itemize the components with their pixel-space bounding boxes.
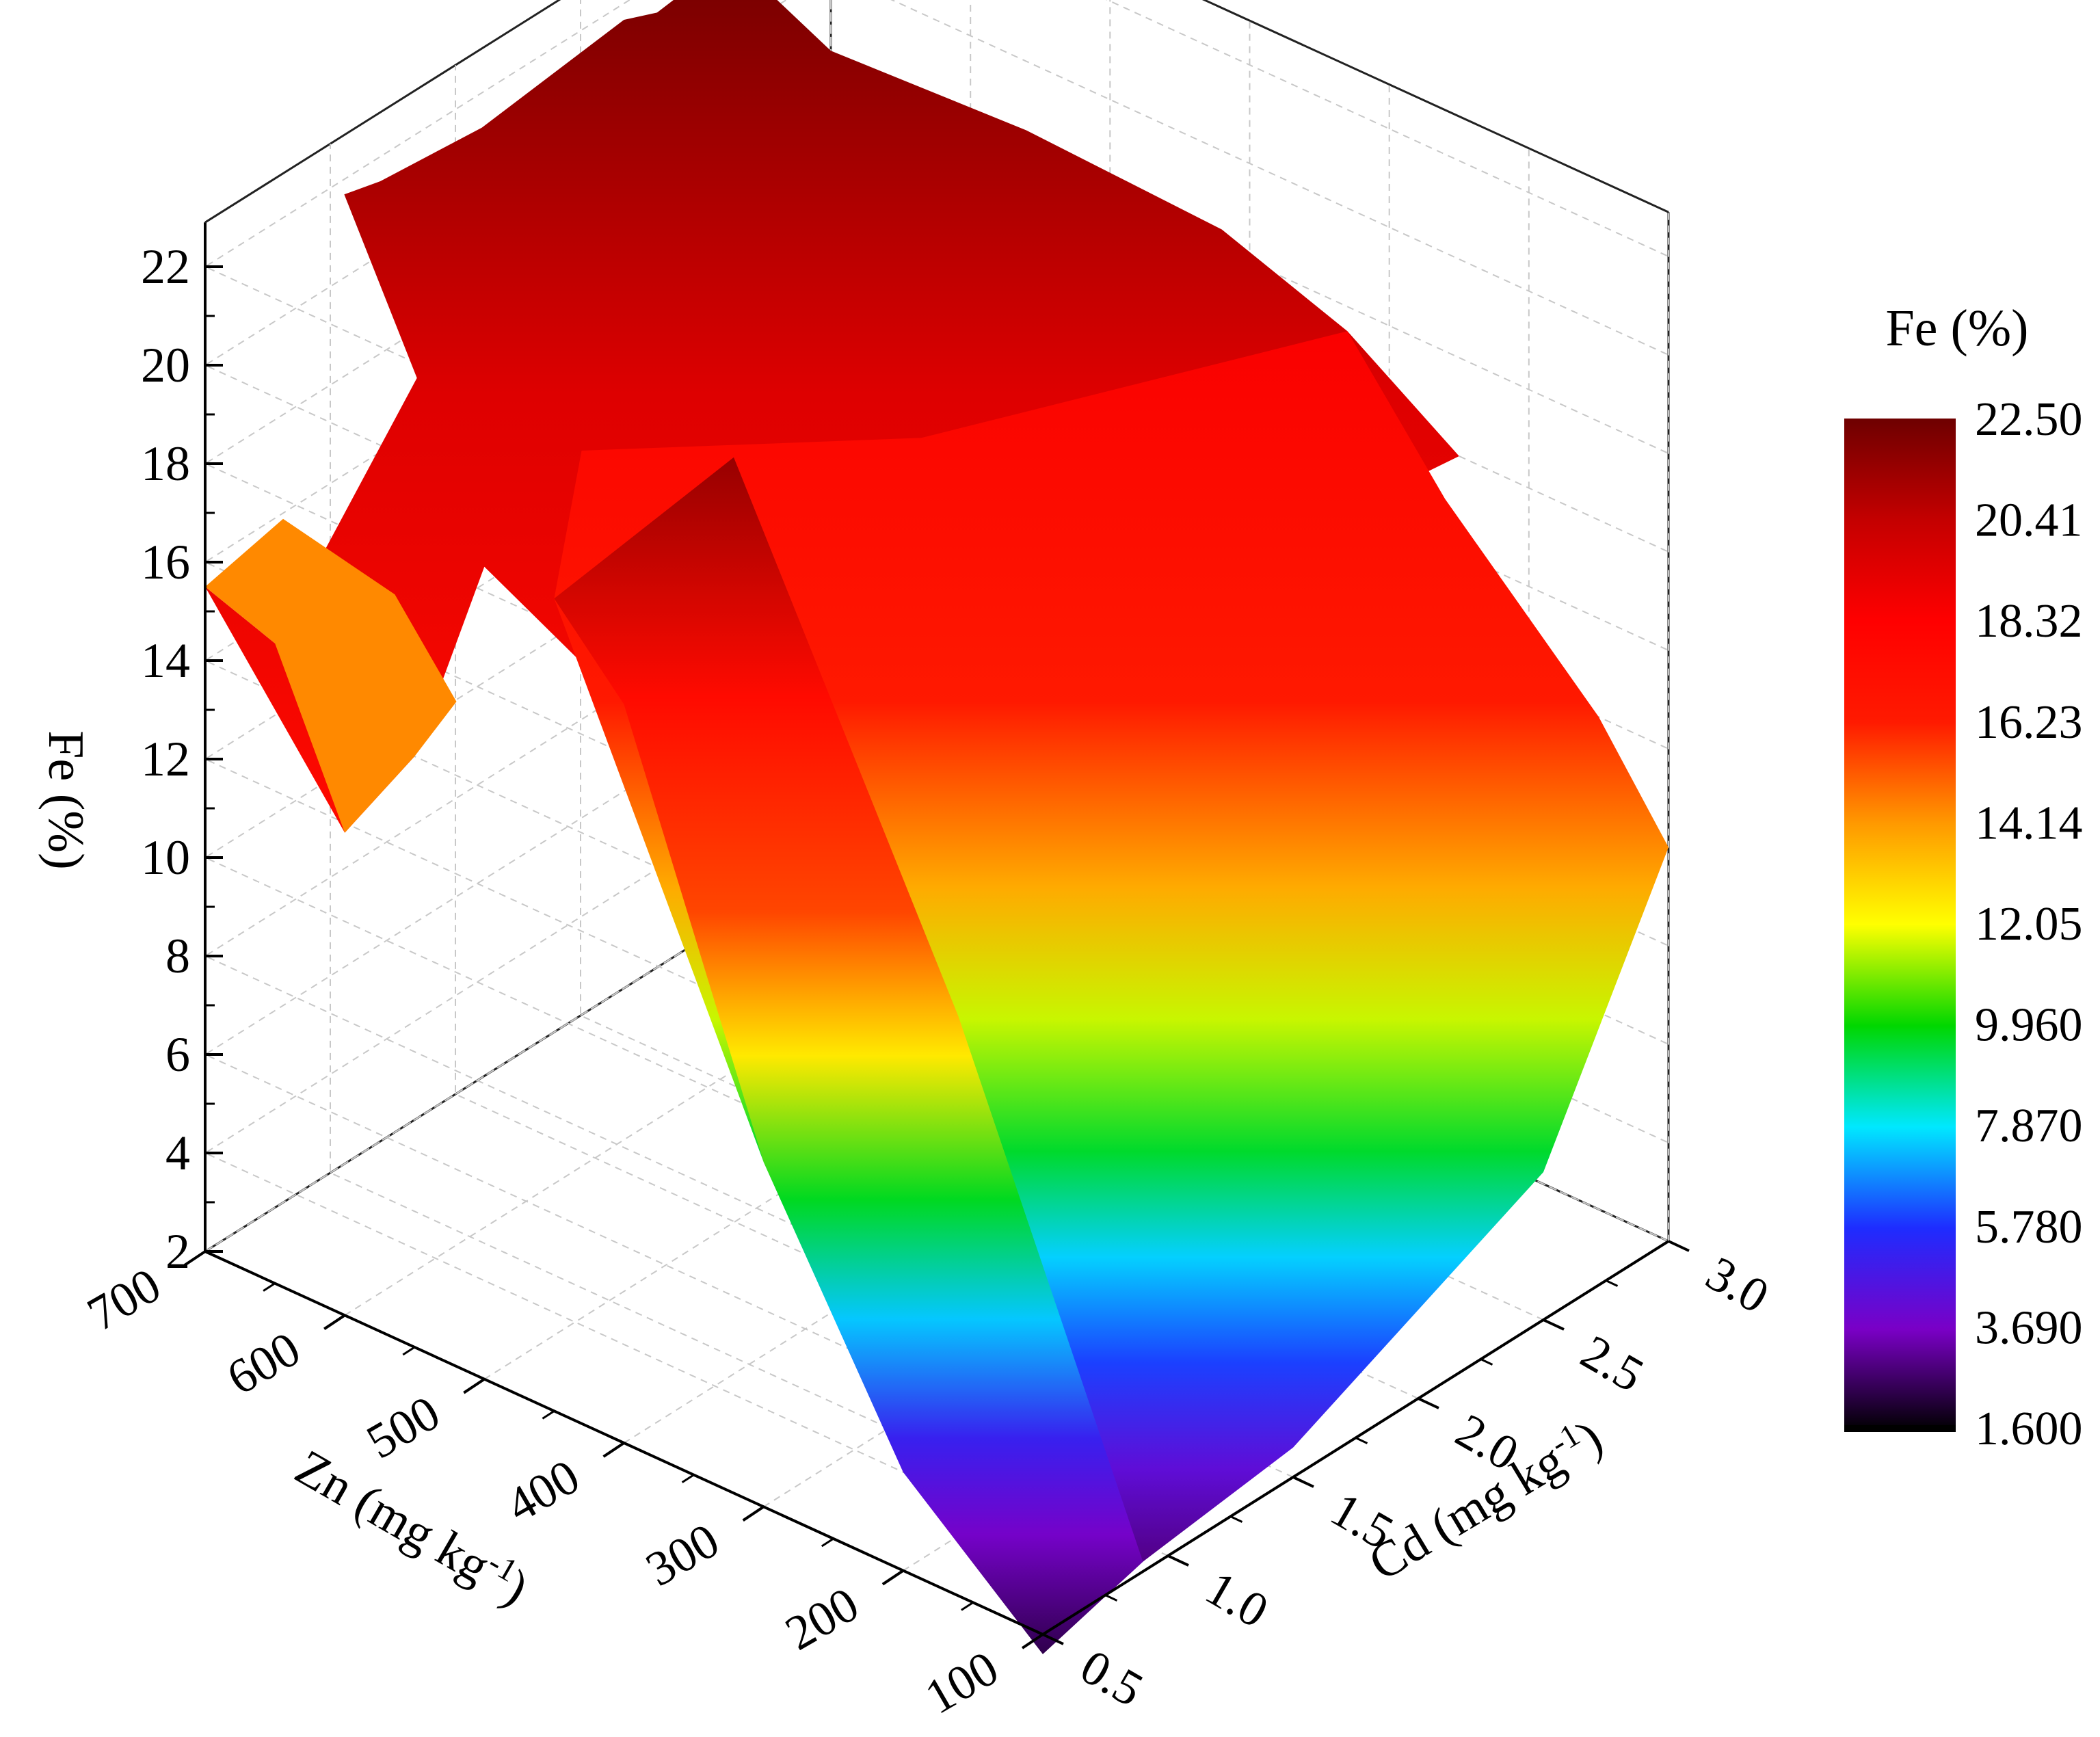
x-minor-tick xyxy=(263,1282,276,1292)
y-tick xyxy=(1418,1397,1439,1409)
colorbar-tick-label: 16.23 xyxy=(1975,696,2083,749)
z-tick-label: 18 xyxy=(141,436,190,491)
y-minor-tick xyxy=(1230,1515,1243,1523)
surface-plot xyxy=(205,0,1669,1654)
wall-edge xyxy=(204,0,561,224)
x-tick-label: 500 xyxy=(358,1385,449,1469)
y-minor-tick xyxy=(1355,1437,1368,1444)
surface-left-face xyxy=(554,457,1143,1654)
z-axis-title: Fe (%) xyxy=(38,730,94,869)
x-tick-label: 600 xyxy=(218,1321,310,1405)
z-tick-label: 22 xyxy=(141,239,190,294)
colorbar-tick-label: 18.32 xyxy=(1975,595,2083,648)
y-minor-tick xyxy=(1104,1594,1118,1602)
x-tick xyxy=(183,1250,207,1267)
y-minor-tick xyxy=(1605,1279,1619,1287)
x-minor-tick xyxy=(961,1602,974,1611)
z-tick-label: 8 xyxy=(165,929,190,983)
y-tick xyxy=(1292,1476,1314,1488)
colorbar-labels: 22.50 20.41 18.32 16.23 14.14 12.05 9.960 7.870… xyxy=(1975,393,2083,1455)
x-axis-title: Zn (mg kg-1) xyxy=(286,1437,538,1617)
colorbar-title: Fe (%) xyxy=(1886,300,2029,357)
y-minor-tick xyxy=(1480,1358,1493,1366)
colorbar-gradient xyxy=(1844,419,1956,1431)
x-minor-tick xyxy=(821,1537,834,1548)
x-tick-label: 400 xyxy=(497,1449,589,1533)
z-tick-label: 14 xyxy=(141,633,190,688)
colorbar-tick-label: 9.960 xyxy=(1975,999,2083,1052)
surface-left-shoulder xyxy=(205,518,457,833)
x-tick-label: 100 xyxy=(916,1641,1007,1725)
y-tick xyxy=(1668,1240,1690,1252)
x-tick-label: 200 xyxy=(776,1576,868,1660)
wall-edge xyxy=(1201,0,1669,213)
x-minor-tick xyxy=(681,1474,695,1483)
x-tick xyxy=(1021,1633,1044,1649)
y-tick-label: 1.0 xyxy=(1197,1561,1277,1639)
x-tick xyxy=(323,1314,346,1330)
x-tick xyxy=(463,1378,486,1394)
x-tick-label: 700 xyxy=(78,1258,170,1342)
z-tick-label: 12 xyxy=(141,732,190,786)
surface-front-face xyxy=(554,331,1669,1654)
colorbar-min-band xyxy=(1844,1425,1956,1432)
x-tick xyxy=(881,1569,904,1586)
colorbar-tick-label: 1.600 xyxy=(1975,1403,2083,1455)
colorbar-tick-label: 14.14 xyxy=(1975,797,2083,849)
y-tick xyxy=(1543,1318,1565,1331)
x-tick xyxy=(602,1442,625,1458)
colorbar: Fe (%) 22.50 20.41 18.32 16.23 14.14 12.05 9.9… xyxy=(1844,300,2083,1455)
y-tick-label: 2.5 xyxy=(1572,1325,1653,1403)
z-tick-label: 4 xyxy=(165,1126,190,1180)
colorbar-tick-label: 22.50 xyxy=(1975,393,2083,446)
y-tick xyxy=(1167,1554,1189,1567)
colorbar-tick-label: 3.690 xyxy=(1975,1301,2083,1354)
x-minor-tick xyxy=(542,1410,555,1420)
x-tick-label: 300 xyxy=(637,1513,728,1597)
z-tick-label: 6 xyxy=(165,1027,190,1082)
z-tick-label: 20 xyxy=(141,338,190,393)
colorbar-tick-label: 7.870 xyxy=(1975,1100,2083,1152)
colorbar-tick-label: 20.41 xyxy=(1975,494,2083,547)
x-minor-tick xyxy=(402,1346,416,1356)
z-tick-label: 2 xyxy=(165,1224,190,1279)
x-tick xyxy=(742,1505,765,1522)
y-tick-label: 0.5 xyxy=(1072,1639,1152,1717)
surface-back-plateau xyxy=(205,0,1459,833)
y-tick-label: 3.0 xyxy=(1697,1246,1778,1324)
z-tick-label: 16 xyxy=(141,535,190,589)
y-tick xyxy=(1042,1633,1064,1645)
colorbar-tick-label: 5.780 xyxy=(1975,1201,2083,1254)
z-tick-label: 10 xyxy=(141,830,190,885)
colorbar-tick-label: 12.05 xyxy=(1975,898,2083,951)
